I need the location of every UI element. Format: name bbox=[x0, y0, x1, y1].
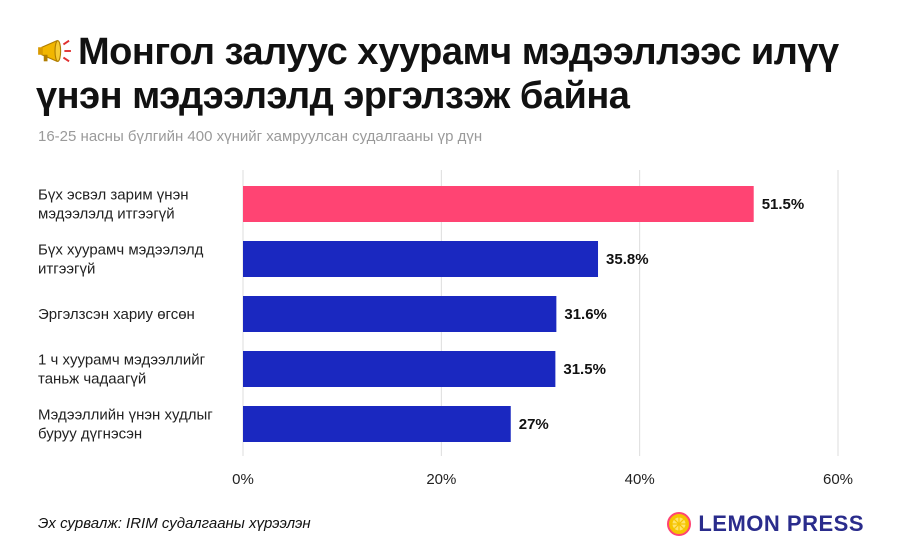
category-label: Бүх эсвэл зарим үнэн мэдээлэлд итгээгүй bbox=[38, 187, 189, 223]
chart-title: Монгол залуус хуурамч мэдээллээс илүү үн… bbox=[36, 30, 876, 118]
bar bbox=[243, 351, 556, 387]
category-label: Эргэлзсэн хариу өгсөн bbox=[38, 306, 195, 323]
data-label: 51.5% bbox=[762, 196, 805, 213]
lemon-press-logo: LEMON PRESS bbox=[667, 511, 864, 537]
source-note: Эх сурвалж: IRIM судалгааны хүрээлэн bbox=[38, 515, 311, 532]
title-line-2: үнэн мэдээлэлд эргэлзэж байна bbox=[36, 75, 630, 117]
x-tick-label: 0% bbox=[232, 471, 254, 488]
megaphone-icon bbox=[38, 39, 71, 63]
chart-subtitle: 16-25 насны бүлгийн 400 хүнийг хамруулса… bbox=[38, 128, 483, 145]
x-tick-label: 60% bbox=[823, 471, 853, 488]
data-label: 35.8% bbox=[606, 251, 649, 268]
title-line-1: Монгол залуус хуурамч мэдээллээс илүү bbox=[78, 31, 839, 73]
x-tick-label: 20% bbox=[426, 471, 456, 488]
bar bbox=[243, 406, 511, 442]
title-block: Монгол залуус хуурамч мэдээллээс илүү үн… bbox=[36, 30, 876, 118]
data-label: 31.6% bbox=[564, 306, 607, 323]
category-label: 1 ч хуурамч мэдээллийг таньж чадаагүй bbox=[38, 352, 206, 388]
data-label: 31.5% bbox=[563, 361, 606, 378]
x-tick-label: 40% bbox=[625, 471, 655, 488]
category-label: Мэдээллийн үнэн худлыг буруу дүгнэсэн bbox=[38, 407, 213, 443]
bar bbox=[243, 296, 557, 332]
data-label: 27% bbox=[519, 416, 549, 433]
logo-text: LEMON PRESS bbox=[698, 511, 864, 536]
bar bbox=[243, 241, 599, 277]
lemon-icon bbox=[667, 512, 692, 536]
bar bbox=[243, 186, 754, 222]
category-label: Бүх хуурамч мэдээлэлд итгээгүй bbox=[38, 242, 204, 278]
